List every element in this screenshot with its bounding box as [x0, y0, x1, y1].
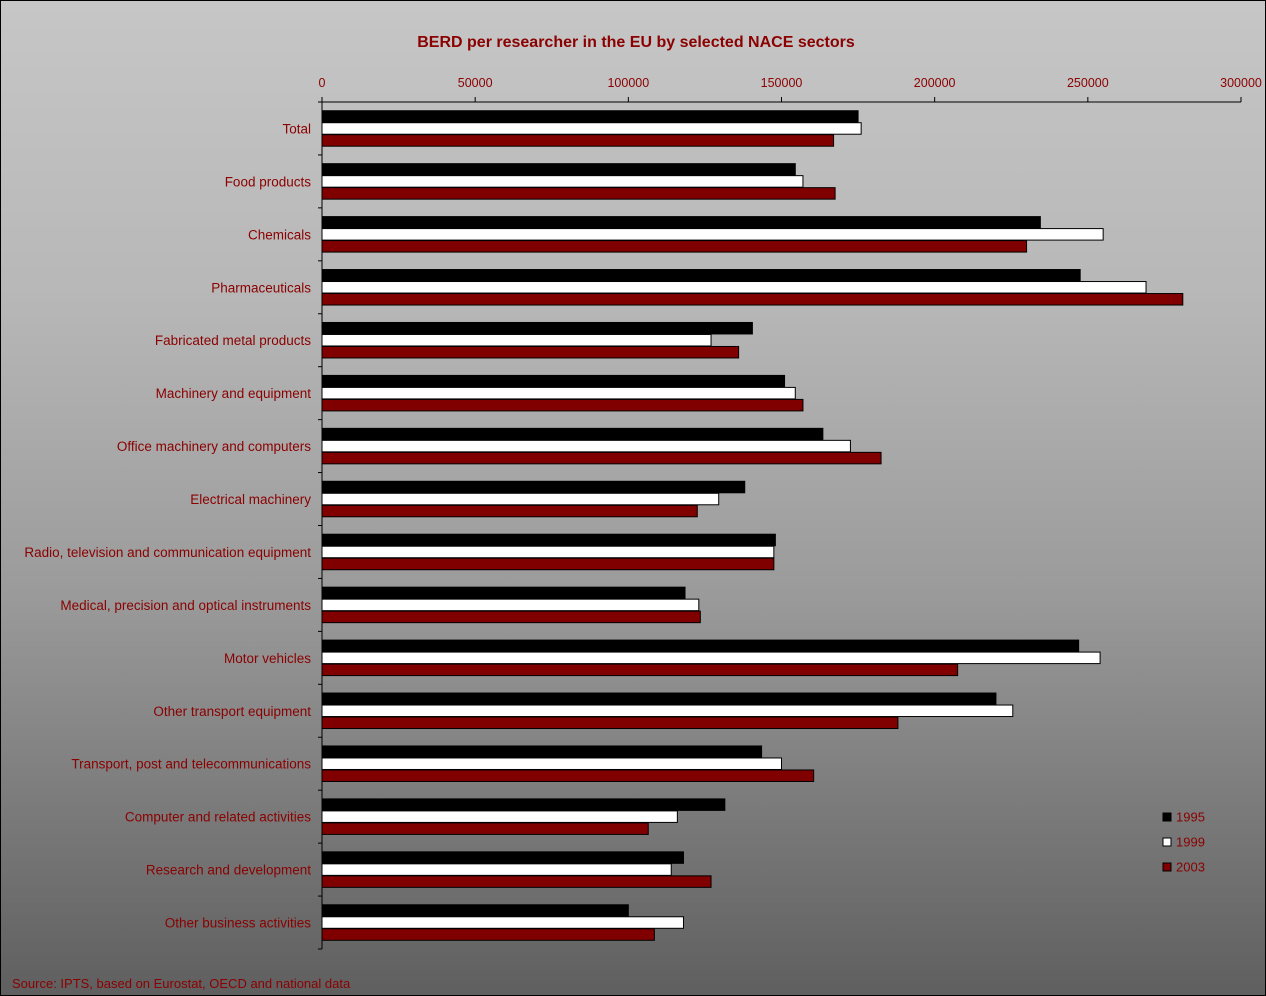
- bar-1999: [321, 333, 712, 347]
- bar-1995: [321, 374, 786, 388]
- bar-1999: [321, 757, 782, 770]
- bar-1995: [321, 269, 1081, 282]
- bar-2003: [321, 557, 775, 571]
- category-label: Electrical machinery: [190, 492, 311, 507]
- bar-1999: [321, 492, 720, 506]
- legend-swatch: [1162, 812, 1172, 822]
- category-label: Radio, television and communication equi…: [24, 545, 311, 560]
- bar-1999: [321, 863, 672, 876]
- bar-2003: [321, 451, 882, 465]
- category-label: Chemicals: [248, 227, 311, 242]
- bar-1999: [321, 651, 1101, 665]
- category-label: Food products: [225, 174, 312, 189]
- category-label: Research and development: [146, 863, 311, 878]
- bar-2003: [321, 345, 740, 359]
- bar-1995: [321, 533, 776, 547]
- bar-2003: [321, 293, 1184, 306]
- category-label: Other business activities: [165, 916, 312, 931]
- chart-title: BERD per researcher in the EU by selecte…: [417, 34, 855, 51]
- category-label: Other transport equipment: [153, 704, 311, 719]
- category-label: Total: [282, 121, 311, 136]
- bar-1999: [321, 122, 862, 135]
- legend-label: 2003: [1176, 860, 1205, 875]
- category-label: Fabricated metal products: [155, 333, 311, 348]
- legend-swatch: [1162, 862, 1172, 872]
- bar-1999: [321, 704, 1014, 718]
- bar-2003: [321, 610, 701, 624]
- category-label: Medical, precision and optical instrumen…: [60, 598, 311, 613]
- bar-1999: [321, 916, 684, 929]
- category-label: Computer and related activities: [125, 810, 311, 825]
- bar-1995: [321, 110, 859, 123]
- chart-legend: 1995 1999 2003: [1162, 810, 1205, 875]
- category-label: Motor vehicles: [224, 651, 311, 666]
- category-label: Machinery and equipment: [156, 386, 312, 401]
- source-note: Source: IPTS, based on Eurostat, OECD an…: [12, 976, 351, 991]
- bar-2003: [321, 240, 1028, 253]
- value-tick-label: 200000: [914, 76, 956, 90]
- bar-1999: [321, 439, 851, 453]
- bar-1999: [321, 228, 1104, 241]
- value-tick-label: 50000: [458, 76, 493, 90]
- chart-axes: 0 50000 100000 150000 200000 250000 300000 Tota…: [24, 76, 1262, 950]
- bar-2003: [321, 663, 959, 677]
- category-label: Office machinery and computers: [117, 439, 311, 454]
- value-tick-label: 150000: [761, 76, 803, 90]
- bar-1995: [321, 692, 997, 706]
- bar-1999: [321, 175, 804, 188]
- bar-1995: [321, 639, 1080, 653]
- bar-1995: [321, 798, 726, 811]
- bar-1995: [321, 586, 686, 600]
- bar-2003: [321, 875, 712, 888]
- value-tick-label: 300000: [1220, 76, 1262, 90]
- bar-2003: [321, 398, 804, 412]
- bar-2003: [321, 769, 815, 782]
- bar-2003: [321, 134, 835, 147]
- bar-2003: [321, 716, 899, 730]
- bar-1995: [321, 745, 763, 758]
- bar-1995: [321, 904, 629, 917]
- bar-1999: [321, 281, 1147, 294]
- bar-1999: [321, 598, 700, 612]
- value-tick-label: 0: [319, 76, 326, 90]
- bar-2003: [321, 504, 698, 518]
- bar-1995: [321, 851, 684, 864]
- legend-label: 1995: [1176, 810, 1205, 825]
- value-tick-label: 250000: [1067, 76, 1109, 90]
- bar-1999: [321, 810, 678, 823]
- bar-1995: [321, 216, 1041, 229]
- bar-2003: [321, 822, 649, 835]
- chart-bars: [321, 110, 1184, 941]
- bar-1995: [321, 480, 746, 494]
- category-label: Transport, post and telecommunications: [71, 757, 311, 772]
- bar-2003: [321, 928, 655, 941]
- bar-2003: [321, 187, 836, 200]
- category-label: Pharmaceuticals: [211, 280, 311, 295]
- legend-label: 1999: [1176, 835, 1205, 850]
- bar-1995: [321, 163, 796, 176]
- bar-1999: [321, 386, 796, 400]
- bar-1999: [321, 545, 775, 559]
- bar-1995: [321, 427, 824, 441]
- bar-1995: [321, 321, 753, 335]
- legend-swatch: [1162, 837, 1172, 847]
- value-tick-label: 100000: [607, 76, 649, 90]
